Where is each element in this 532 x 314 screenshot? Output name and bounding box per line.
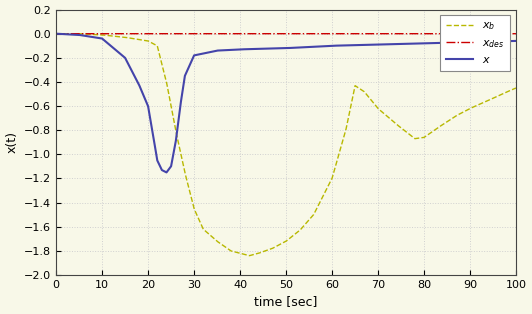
$x$ <box>250 47 256 51</box>
Line: $x$: $x$ <box>56 34 516 172</box>
$x_{des}$ <box>53 32 59 35</box>
$x_b$ <box>229 249 236 253</box>
$x_{des}$ <box>454 32 461 35</box>
$x_{des}$ <box>132 32 139 35</box>
$x_{des}$ <box>105 32 112 35</box>
X-axis label: time [sec]: time [sec] <box>254 295 318 308</box>
$x_b$ <box>105 34 112 37</box>
$x$ <box>132 77 139 80</box>
$x$ <box>163 171 170 174</box>
$x_{des}$ <box>504 32 510 35</box>
$x_b$ <box>513 86 519 90</box>
$x_b$ <box>250 253 256 257</box>
$x_b$ <box>53 32 59 35</box>
$x$ <box>513 39 519 43</box>
$x_{des}$ <box>513 32 519 35</box>
Y-axis label: x(t): x(t) <box>5 131 19 153</box>
$x_b$ <box>504 90 510 94</box>
$x$ <box>53 32 59 35</box>
Legend: $x_b$, $x_{des}$, $x$: $x_b$, $x_{des}$, $x$ <box>440 15 510 71</box>
$x_b$ <box>454 113 461 117</box>
$x_{des}$ <box>229 32 236 35</box>
$x$ <box>454 41 461 44</box>
$x$ <box>105 42 112 46</box>
$x_{des}$ <box>249 32 255 35</box>
$x_b$ <box>132 37 139 41</box>
$x$ <box>504 39 510 43</box>
Line: $x_b$: $x_b$ <box>56 34 516 256</box>
$x_b$ <box>246 254 253 257</box>
$x$ <box>229 48 236 51</box>
